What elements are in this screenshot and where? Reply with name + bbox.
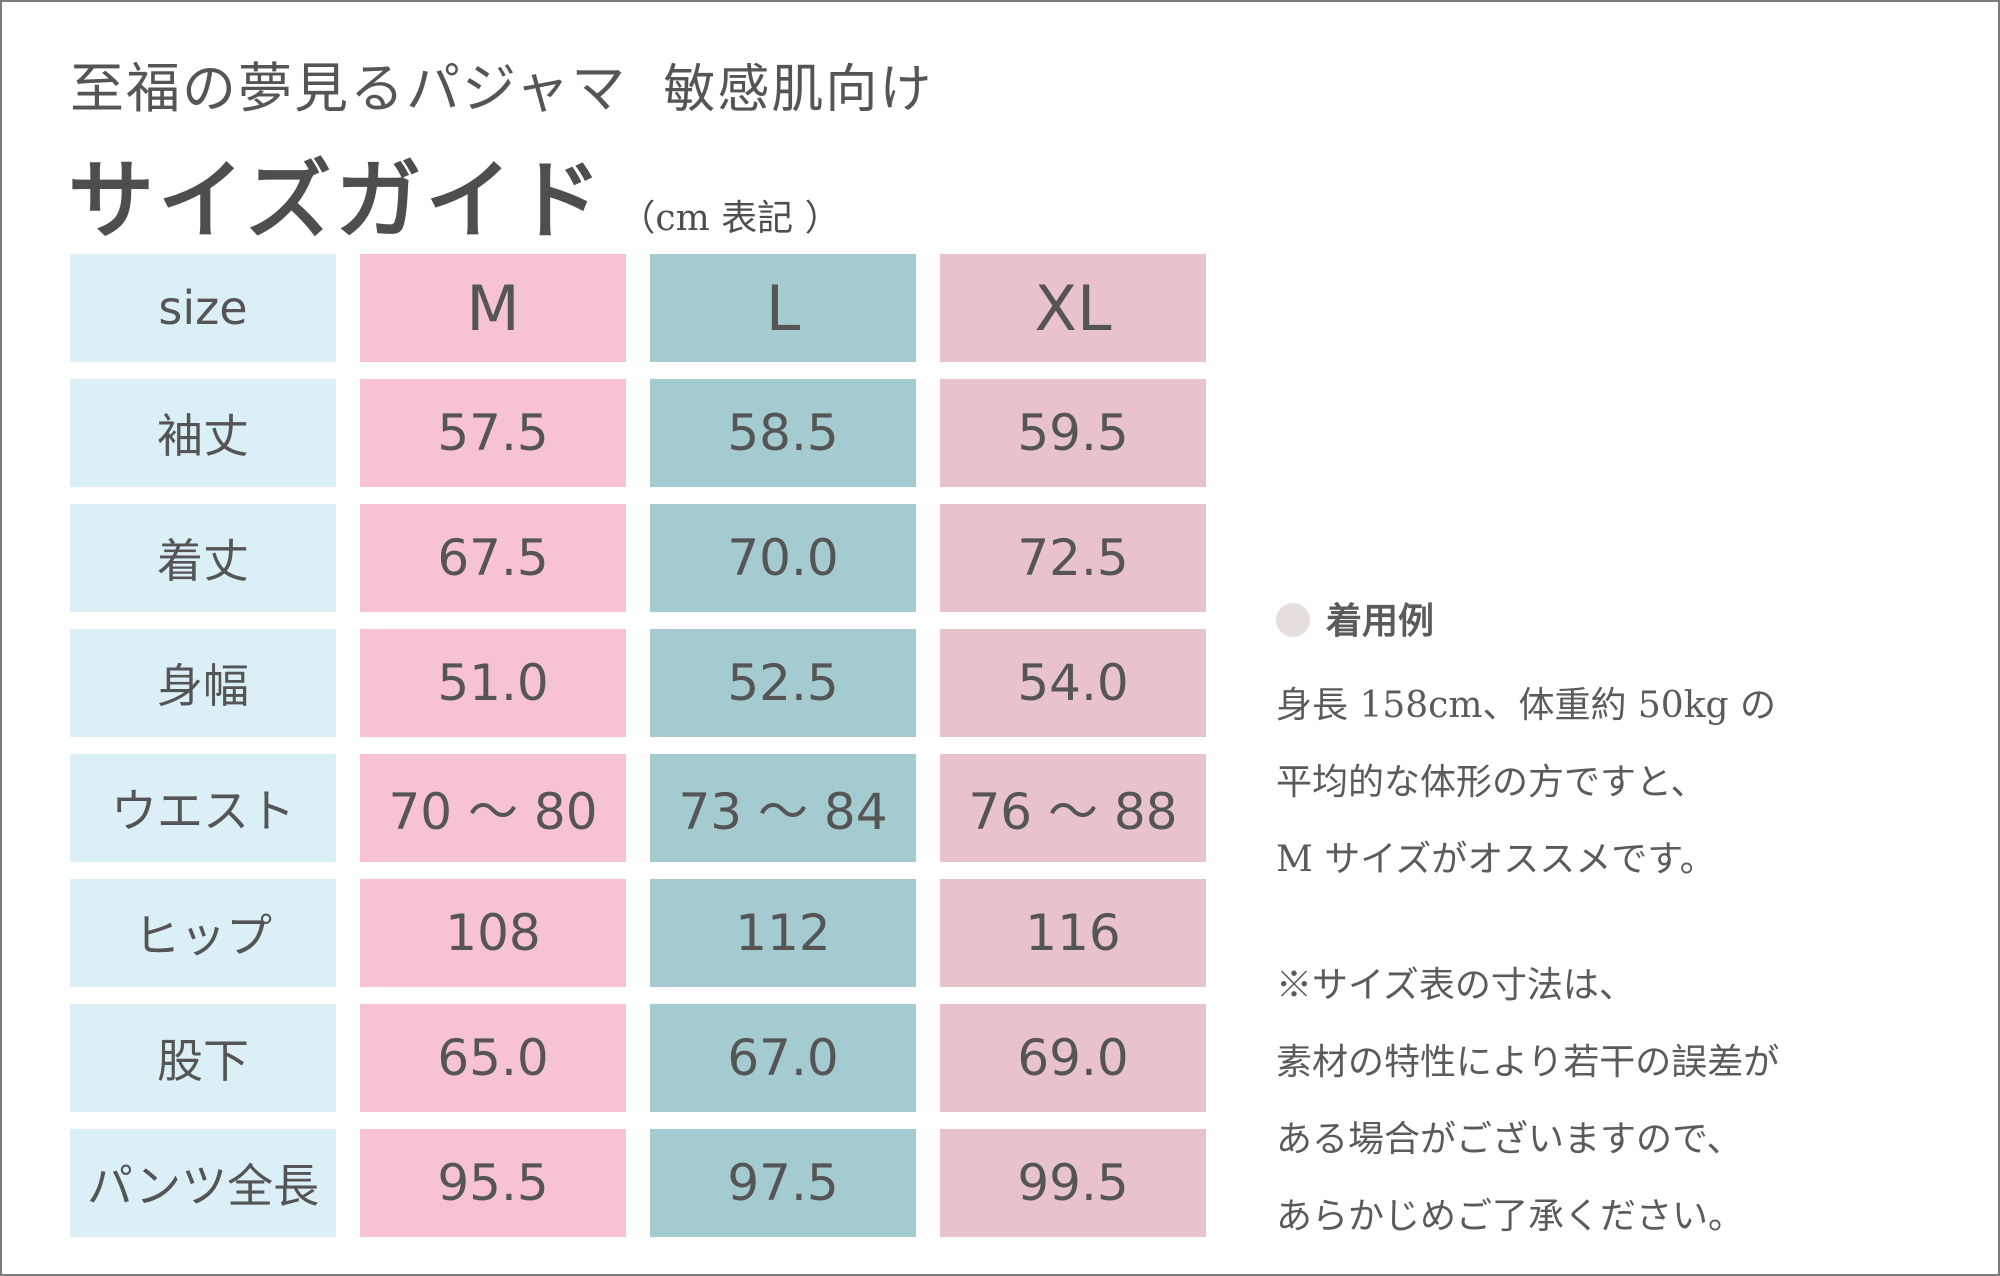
header-size-m: M [360, 254, 626, 362]
product-subtitle: 敏感肌向け [663, 60, 934, 120]
note-line: M サイズがオススメです。 [1276, 839, 1716, 880]
disclaimer-line: ある場合がございますので、 [1276, 1119, 1743, 1160]
value-l: 97.5 [650, 1129, 916, 1237]
value-l: 112 [650, 879, 916, 987]
note-line: 平均的な体形の方ですと、 [1276, 762, 1707, 803]
disclaimer-line: あらかじめご了承ください。 [1276, 1196, 1745, 1237]
value-m: 67.5 [360, 504, 626, 612]
row-label: 身幅 [70, 629, 336, 737]
value-l: 58.5 [650, 379, 916, 487]
value-m: 95.5 [360, 1129, 626, 1237]
value-l: 73 〜 84 [650, 754, 916, 862]
value-m: 57.5 [360, 379, 626, 487]
row-label: ウエスト [70, 754, 336, 862]
unit-note: （cm 表記 ） [619, 198, 841, 239]
note-heading: 着用例 [1276, 592, 1434, 644]
value-xl: 116 [940, 879, 1206, 987]
row-label: 股下 [70, 1004, 336, 1112]
value-xl: 54.0 [940, 629, 1206, 737]
disclaimer-line: 素材の特性により若干の誤差が [1276, 1042, 1780, 1083]
heading-text: サイズガイド [68, 150, 606, 251]
value-m: 70 〜 80 [360, 754, 626, 862]
value-l: 70.0 [650, 504, 916, 612]
value-xl: 72.5 [940, 504, 1206, 612]
value-xl: 59.5 [940, 379, 1206, 487]
product-name: 至福の夢見るパジャマ [70, 57, 628, 120]
value-l: 67.0 [650, 1004, 916, 1112]
value-xl: 99.5 [940, 1129, 1206, 1237]
row-label: 袖丈 [70, 379, 336, 487]
disclaimer-line: ※サイズ表の寸法は、 [1276, 965, 1635, 1006]
header-size-l: L [650, 254, 916, 362]
value-xl: 76 〜 88 [940, 754, 1206, 862]
note-title: 着用例 [1326, 600, 1435, 642]
note-line: 身長 158cm、体重約 50kg の [1276, 685, 1777, 726]
value-l: 52.5 [650, 629, 916, 737]
row-label: 着丈 [70, 504, 336, 612]
row-label: ヒップ [70, 879, 336, 987]
value-m: 65.0 [360, 1004, 626, 1112]
row-label: パンツ全長 [70, 1129, 336, 1237]
value-m: 108 [360, 879, 626, 987]
header-size-label: size [70, 254, 336, 362]
page-heading: サイズガイド （cm 表記 ） [68, 130, 841, 255]
product-title: 至福の夢見るパジャマ 敏感肌向け [70, 44, 933, 123]
value-m: 51.0 [360, 629, 626, 737]
header-size-xl: XL [940, 254, 1206, 362]
value-xl: 69.0 [940, 1004, 1206, 1112]
circle-bullet-icon [1276, 603, 1310, 637]
